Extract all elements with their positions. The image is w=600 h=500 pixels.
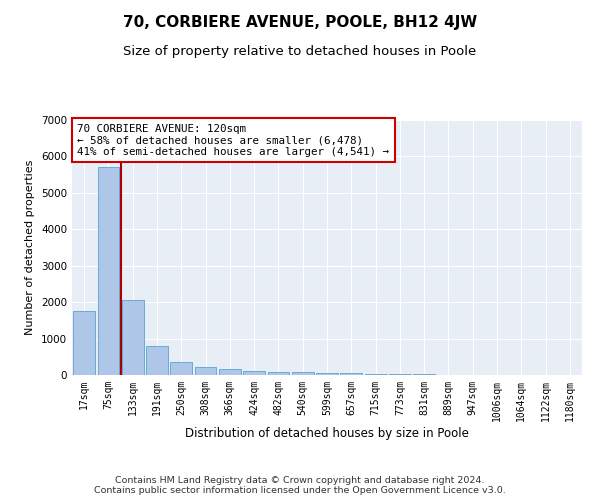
Bar (316, 373, 338, 375)
Bar (243, 371, 265, 375)
Bar (146, 346, 168, 375)
Bar (194, 366, 217, 375)
Bar (97, 168, 119, 375)
Bar (73, 311, 95, 375)
Bar (365, 374, 386, 375)
Bar (122, 300, 143, 375)
Bar (219, 368, 241, 375)
Bar (389, 374, 411, 375)
Bar (268, 372, 289, 375)
Bar (170, 362, 192, 375)
Bar (340, 373, 362, 375)
Text: 70 CORBIERE AVENUE: 120sqm
← 58% of detached houses are smaller (6,478)
41% of s: 70 CORBIERE AVENUE: 120sqm ← 58% of deta… (77, 124, 389, 157)
Text: Size of property relative to detached houses in Poole: Size of property relative to detached ho… (124, 45, 476, 58)
Bar (413, 374, 435, 375)
Bar (292, 372, 314, 375)
Y-axis label: Number of detached properties: Number of detached properties (25, 160, 35, 335)
Text: Contains HM Land Registry data © Crown copyright and database right 2024.
Contai: Contains HM Land Registry data © Crown c… (94, 476, 506, 495)
X-axis label: Distribution of detached houses by size in Poole: Distribution of detached houses by size … (185, 426, 469, 440)
Text: 70, CORBIERE AVENUE, POOLE, BH12 4JW: 70, CORBIERE AVENUE, POOLE, BH12 4JW (123, 15, 477, 30)
